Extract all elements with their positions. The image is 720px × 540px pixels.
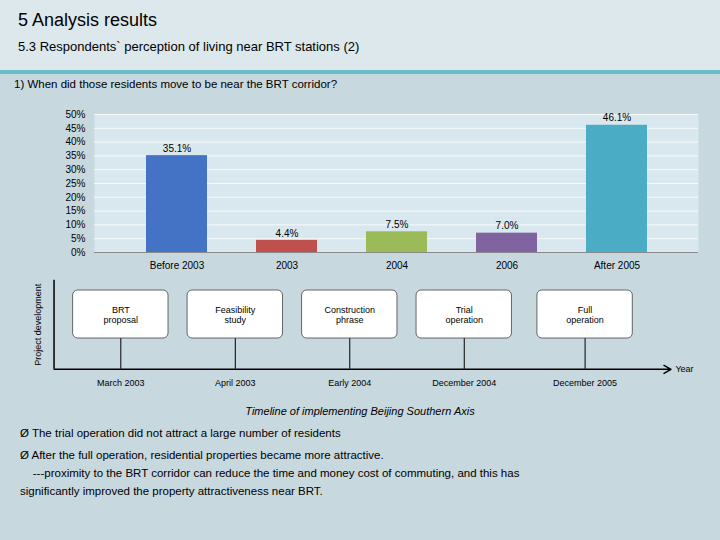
- svg-text:35.1%: 35.1%: [163, 143, 191, 154]
- svg-text:46.1%: 46.1%: [603, 112, 631, 123]
- svg-text:15%: 15%: [65, 205, 85, 216]
- svg-text:December 2005: December 2005: [553, 378, 617, 388]
- svg-text:50%: 50%: [65, 109, 85, 120]
- svg-text:30%: 30%: [65, 164, 85, 175]
- svg-text:Feasibilitystudy: Feasibilitystudy: [215, 305, 256, 326]
- html-text:5 Analysis results: 5 Analysis results: [18, 10, 158, 30]
- svg-text:35%: 35%: [65, 150, 85, 161]
- svg-text:After 2005: After 2005: [594, 260, 641, 271]
- svg-text:20%: 20%: [65, 192, 85, 203]
- svg-text:2006: 2006: [496, 260, 519, 271]
- svg-text:7.5%: 7.5%: [386, 219, 409, 230]
- svg-text:45%: 45%: [65, 123, 85, 134]
- html-text:Timeline of implementing Beiji: Timeline of implementing Beijing Souther…: [245, 405, 475, 417]
- svg-text:April 2003: April 2003: [215, 378, 256, 388]
- svg-text:Fulloperation: Fulloperation: [566, 305, 604, 326]
- svg-text:4.4%: 4.4%: [276, 228, 299, 239]
- html-text:Ø The trial operation did not: Ø The trial operation did not attract a …: [20, 427, 341, 439]
- svg-text:Year: Year: [675, 364, 693, 374]
- svg-text:Early 2004: Early 2004: [328, 378, 371, 388]
- svg-text:10%: 10%: [65, 219, 85, 230]
- html-text:---proximity to the BRT corrid: ---proximity to the BRT corridor can red…: [20, 467, 520, 479]
- svg-text:40%: 40%: [65, 136, 85, 147]
- svg-text:Before 2003: Before 2003: [150, 260, 205, 271]
- svg-text:Trialoperation: Trialoperation: [445, 305, 483, 326]
- svg-text:0%: 0%: [71, 247, 86, 258]
- svg-text:2003: 2003: [276, 260, 299, 271]
- svg-text:BRTproposal: BRTproposal: [104, 305, 139, 326]
- svg-text:Constructionphrase: Constructionphrase: [325, 305, 376, 326]
- svg-text:25%: 25%: [65, 178, 85, 189]
- html-text:1) When did those residents mo: 1) When did those residents move to be n…: [14, 78, 337, 90]
- html-text:Ø After the full operation, re: Ø After the full operation, residential …: [20, 449, 384, 461]
- svg-text:Project development: Project development: [33, 283, 43, 366]
- svg-text:December 2004: December 2004: [432, 378, 496, 388]
- svg-text:2004: 2004: [386, 260, 409, 271]
- svg-text:7.0%: 7.0%: [496, 220, 519, 231]
- svg-text:5%: 5%: [71, 233, 86, 244]
- html-text:5.3 Respondents` perception of: 5.3 Respondents` perception of living ne…: [18, 39, 360, 54]
- svg-text:March 2003: March 2003: [97, 378, 145, 388]
- html-text:significantly improved the pro: significantly improved the property attr…: [20, 485, 323, 497]
